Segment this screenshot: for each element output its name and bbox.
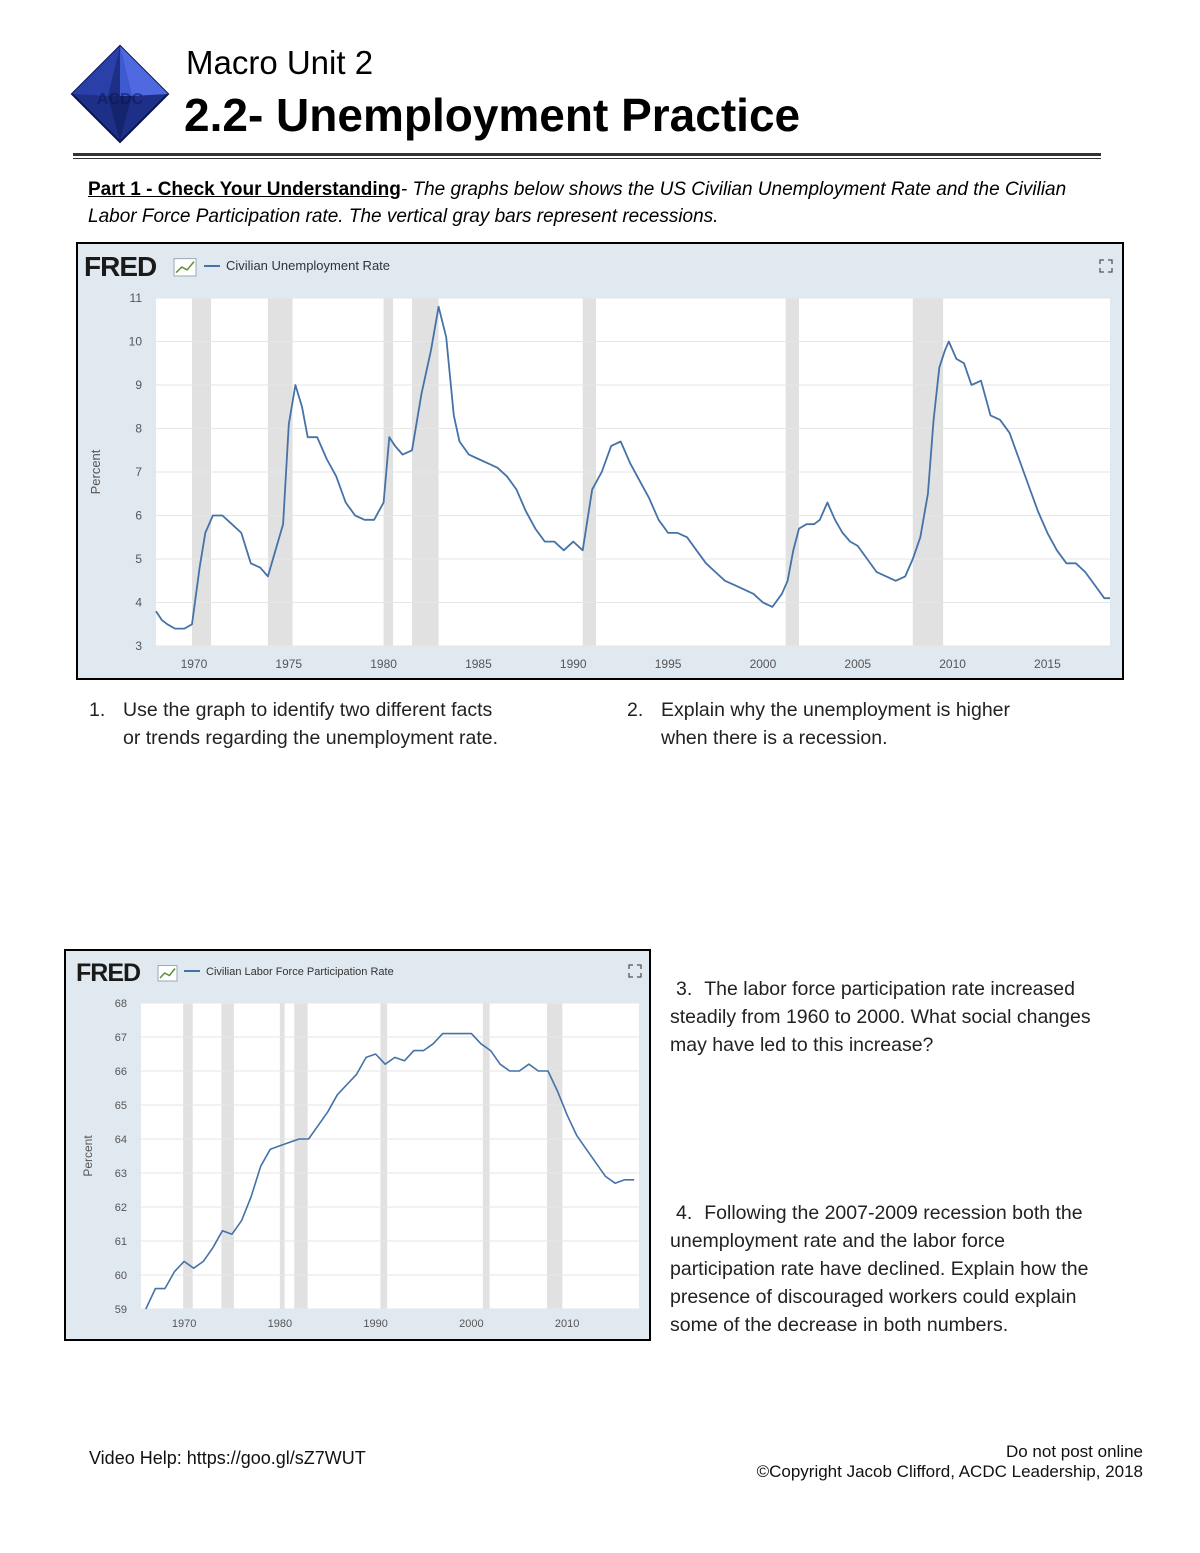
fred-logo: FRED bbox=[84, 251, 157, 282]
question-4: 4. Following the 2007-2009 recession both… bbox=[670, 1199, 1100, 1339]
y-tick-label: 61 bbox=[115, 1236, 127, 1248]
y-axis-label: Percent bbox=[81, 1135, 95, 1177]
series-line bbox=[155, 305, 1110, 630]
legend-label: Civilian Labor Force Participation Rate bbox=[206, 966, 394, 978]
y-tick-label: 63 bbox=[115, 1168, 127, 1180]
page-title: 2.2- Unemployment Practice bbox=[184, 89, 801, 141]
intro-text: - The graphs below shows the US Civilian… bbox=[88, 179, 1067, 227]
recession-bar bbox=[183, 1003, 193, 1309]
header-divider-thin bbox=[73, 158, 1101, 159]
unemployment-chart-frame: FRED Civilian Unemployment Rate 3 4 5 6 7 8 9 10 1… bbox=[76, 242, 1124, 680]
y-tick-label: 11 bbox=[130, 291, 143, 305]
x-tick-label: 1970 bbox=[172, 1318, 196, 1330]
question-2-line2: when there is a recession. bbox=[661, 727, 888, 749]
x-tick-label: 1980 bbox=[268, 1318, 292, 1330]
y-tick-label: 59 bbox=[115, 1304, 127, 1316]
question-1-line1: Use the graph to identify two different … bbox=[123, 699, 493, 721]
x-tick-label: 2010 bbox=[555, 1318, 579, 1330]
question-1: 1. Use the graph to identify two differen… bbox=[89, 696, 559, 752]
series-line bbox=[145, 1032, 635, 1310]
y-tick-label: 3 bbox=[135, 639, 142, 653]
y-tick-label: 65 bbox=[115, 1100, 127, 1112]
question-3-number: 3. bbox=[676, 978, 693, 1000]
x-tick-label: 1975 bbox=[275, 657, 302, 671]
question-3: 3. The labor force participation rate inc… bbox=[670, 975, 1100, 1059]
y-tick-label: 10 bbox=[129, 335, 143, 349]
x-tick-label: 2015 bbox=[1034, 657, 1061, 671]
x-tick-label: 2005 bbox=[844, 657, 871, 671]
participation-chart-frame: FRED Civilian Labor Force Participation R… bbox=[64, 949, 651, 1341]
y-tick-label: 9 bbox=[135, 378, 142, 392]
x-tick-label: 1990 bbox=[363, 1318, 387, 1330]
x-tick-label: 1990 bbox=[560, 657, 587, 671]
fred-logo: FRED bbox=[76, 959, 140, 987]
recession-bar bbox=[294, 1003, 308, 1309]
y-tick-label: 5 bbox=[135, 552, 142, 566]
fred-graph-icon bbox=[157, 965, 178, 982]
y-tick-label: 7 bbox=[135, 465, 142, 479]
recession-bar bbox=[482, 1003, 490, 1309]
legend-label: Civilian Unemployment Rate bbox=[226, 258, 390, 273]
expand-icon bbox=[628, 964, 642, 978]
plot-area bbox=[141, 1003, 639, 1309]
footer-notice: Do not post online bbox=[1005, 1442, 1143, 1461]
question-4-number: 4. bbox=[676, 1202, 693, 1224]
recession-bar bbox=[547, 1003, 563, 1309]
x-tick-label: 1995 bbox=[655, 657, 682, 671]
y-tick-label: 60 bbox=[115, 1270, 127, 1282]
y-tick-label: 67 bbox=[115, 1032, 127, 1044]
x-tick-label: 2000 bbox=[750, 657, 777, 671]
x-tick-label: 2010 bbox=[939, 657, 966, 671]
x-tick-label: 1970 bbox=[181, 657, 208, 671]
acdc-logo: ACDC bbox=[70, 44, 170, 144]
x-tick-label: 2000 bbox=[459, 1318, 483, 1330]
question-4-text: Following the 2007-2009 recession both t… bbox=[670, 1202, 1089, 1336]
y-tick-label: 6 bbox=[135, 509, 142, 523]
y-tick-label: 4 bbox=[135, 596, 142, 610]
svg-text:ACDC: ACDC bbox=[97, 91, 144, 108]
question-1-line2: or trends regarding the unemployment rat… bbox=[123, 727, 499, 749]
question-2: 2. Explain why the unemployment is higher… bbox=[627, 696, 1097, 752]
question-3-text: The labor force participation rate incre… bbox=[670, 978, 1091, 1056]
y-tick-label: 68 bbox=[115, 998, 127, 1010]
y-tick-label: 64 bbox=[115, 1134, 127, 1146]
question-2-line1: Explain why the unemployment is higher bbox=[661, 699, 1011, 721]
question-2-number: 2. bbox=[627, 699, 644, 721]
header-divider bbox=[73, 153, 1101, 156]
x-tick-label: 1985 bbox=[465, 657, 492, 671]
y-tick-label: 62 bbox=[115, 1202, 127, 1214]
unit-label: Macro Unit 2 bbox=[186, 44, 374, 81]
recession-bar bbox=[221, 1003, 234, 1309]
recession-bar bbox=[279, 1003, 285, 1309]
recession-bar bbox=[380, 1003, 388, 1309]
unemployment-chart: FRED Civilian Unemployment Rate 3 4 5 6 7 8 9 10 1… bbox=[78, 244, 1122, 678]
y-tick-label: 66 bbox=[115, 1066, 127, 1078]
y-axis-label: Percent bbox=[88, 449, 103, 494]
video-help-link[interactable]: Video Help: https://goo.gl/sZ7WUT bbox=[89, 1448, 366, 1468]
intro-paragraph: Part 1 - Check Your Understanding- The g… bbox=[88, 176, 1118, 230]
question-1-number: 1. bbox=[89, 699, 106, 721]
y-tick-label: 8 bbox=[135, 422, 142, 436]
fred-graph-icon bbox=[173, 258, 197, 277]
x-tick-label: 1980 bbox=[370, 657, 397, 671]
expand-icon bbox=[1099, 259, 1113, 273]
participation-chart: FRED Civilian Labor Force Participation R… bbox=[66, 951, 649, 1339]
footer-copyright: ©Copyright Jacob Clifford, ACDC Leadersh… bbox=[756, 1462, 1143, 1481]
part-label: Part 1 - Check Your Understanding bbox=[88, 179, 401, 200]
